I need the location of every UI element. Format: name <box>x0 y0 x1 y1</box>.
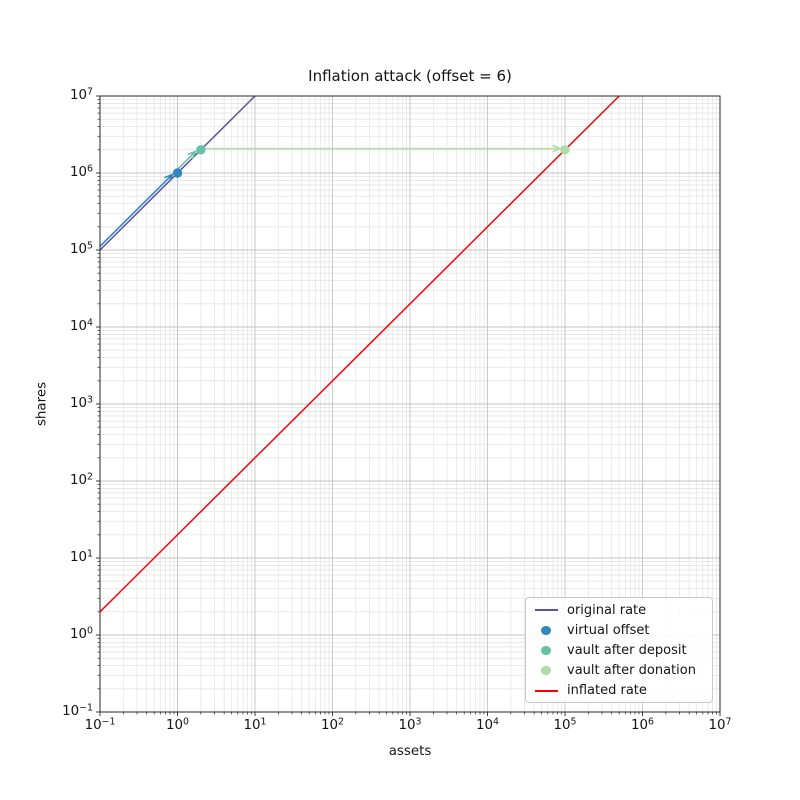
legend-label: virtual offset <box>567 622 650 638</box>
legend-dot-swatch <box>531 665 561 676</box>
y-tick-label: 104 <box>69 317 93 334</box>
legend-label: vault after donation <box>567 663 696 679</box>
dot-marker-icon <box>541 645 551 656</box>
legend-line-swatch <box>531 609 561 611</box>
legend-item: vault after deposit <box>531 640 712 660</box>
y-axis-label: shares <box>34 381 50 427</box>
point-vault-after-donation <box>560 145 570 155</box>
x-tick-label: 100 <box>165 716 190 733</box>
legend-label: original rate <box>567 602 647 618</box>
legend-item: original rate <box>531 600 712 620</box>
legend-line-swatch <box>531 690 561 692</box>
x-tick-label: 106 <box>630 716 655 733</box>
x-tick-label: 10−1 <box>84 716 116 733</box>
y-tick-label: 103 <box>69 394 93 411</box>
x-tick-label: 107 <box>708 716 732 733</box>
donation-arrow <box>200 144 561 153</box>
y-tick-label: 102 <box>69 471 93 488</box>
line-inflated-rate <box>99 95 620 613</box>
x-tick-label: 101 <box>243 716 267 733</box>
x-tick-label: 105 <box>553 716 577 733</box>
legend: original rate virtual offset vault after d… <box>525 597 713 703</box>
dot-marker-icon <box>541 665 551 676</box>
legend-label: vault after deposit <box>567 642 687 658</box>
dot-marker-icon <box>541 625 551 635</box>
annotation-arrows <box>99 144 561 247</box>
legend-item: virtual offset <box>531 620 712 640</box>
legend-item: inflated rate <box>531 681 712 701</box>
legend-item: vault after donation <box>531 661 712 681</box>
line-marker-icon <box>534 609 558 611</box>
point-virtual-offset <box>172 168 183 178</box>
x-axis-label: assets <box>388 744 432 759</box>
legend-dot-swatch <box>531 645 561 656</box>
point-vault-after-deposit <box>196 145 206 155</box>
chart-title: Inflation attack (offset = 6) <box>308 67 512 85</box>
x-tick-label: 102 <box>320 716 345 733</box>
deposit-arrow <box>175 150 197 172</box>
legend-label: inflated rate <box>567 683 647 699</box>
y-tick-label: 106 <box>69 163 93 180</box>
y-tick-label: 101 <box>69 548 93 565</box>
y-tick-label: 100 <box>69 625 93 642</box>
x-tick-label: 103 <box>398 716 422 733</box>
y-tick-label: 107 <box>69 86 93 103</box>
y-tick-label: 105 <box>69 240 93 257</box>
x-tick-label: 104 <box>475 716 500 733</box>
y-tick-label: 10−1 <box>62 702 93 719</box>
virtual-offset-arrow <box>99 173 173 247</box>
plot-border <box>99 95 721 713</box>
line-marker-icon <box>534 690 558 692</box>
legend-dot-swatch <box>531 625 561 635</box>
series-points <box>172 145 570 178</box>
